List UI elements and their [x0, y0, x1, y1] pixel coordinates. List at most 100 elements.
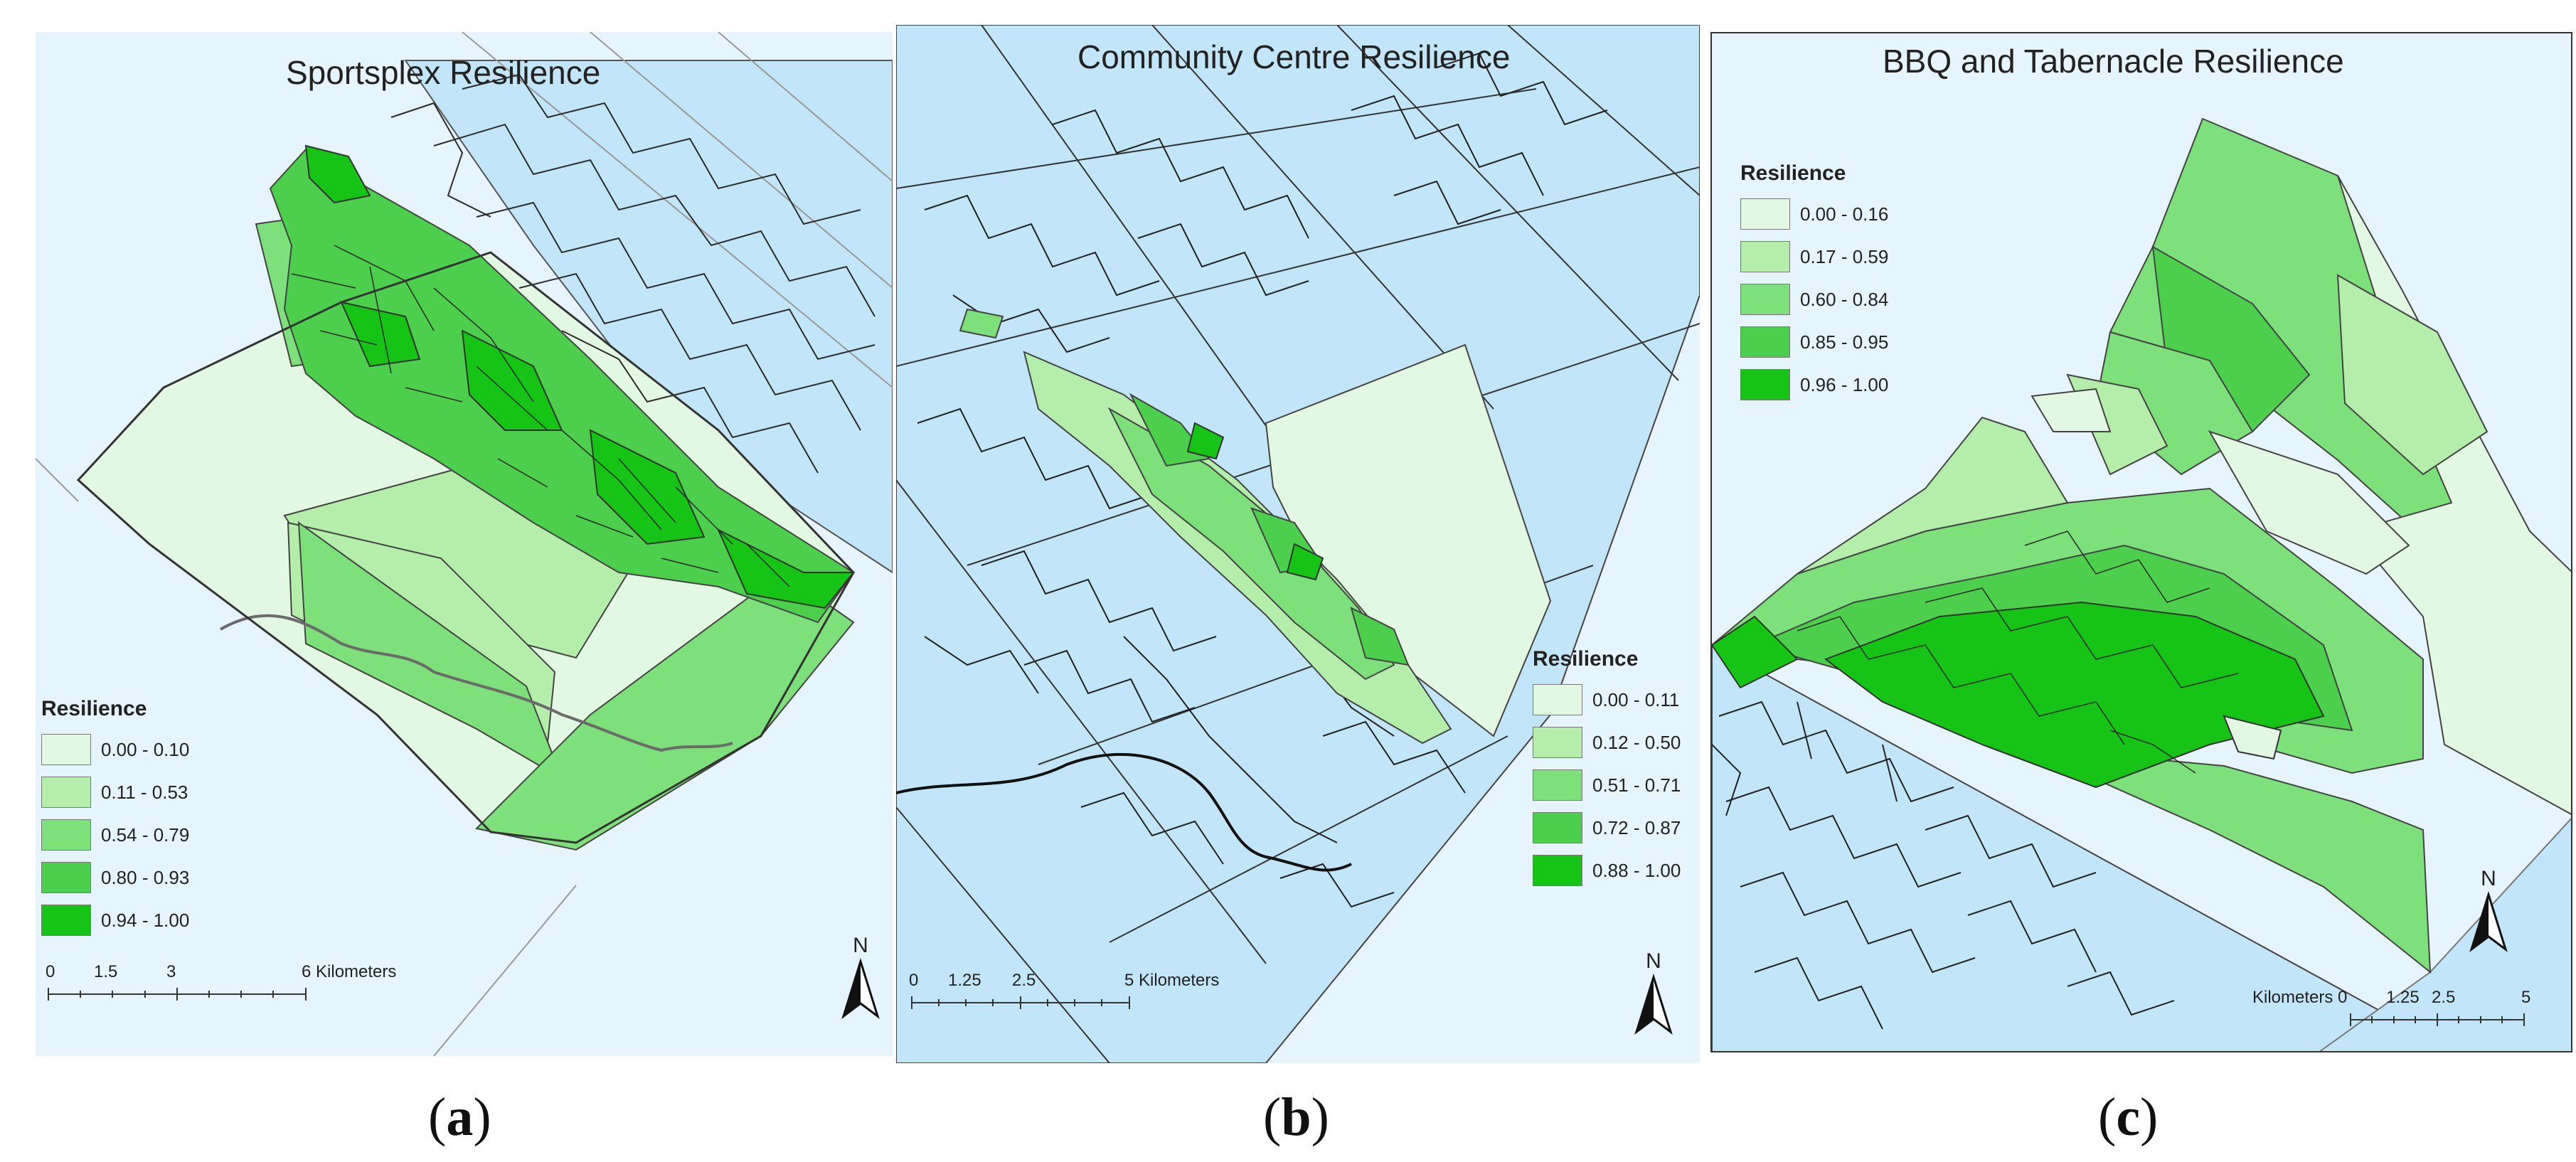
map-title: Community Centre Resilience	[1077, 38, 1511, 75]
legend: Resilience 0.00 - 0.11 0.12 - 0.50 0.51 …	[1533, 647, 1681, 892]
north-arrow: N	[2467, 867, 2510, 959]
municipality-area	[2319, 817, 2571, 1051]
map-b-canvas	[896, 25, 1700, 1063]
region-outline	[76, 251, 855, 844]
legend-item: 0.17 - 0.59	[1740, 235, 1888, 278]
region-area	[1186, 422, 1225, 460]
scale-label: 2.5	[1012, 971, 1036, 990]
street-network	[1712, 700, 2175, 1030]
region-area	[474, 571, 855, 851]
caption-letter: c	[2116, 1087, 2141, 1147]
municipal-boundary	[718, 32, 893, 182]
scale-ruler	[2350, 1013, 2525, 1026]
scale-label: 1.5	[94, 962, 118, 981]
river-line	[896, 752, 1352, 872]
legend: Resilience 0.00 - 0.16 0.17 - 0.59 0.60 …	[1740, 161, 1888, 406]
scale-label: 0	[909, 971, 919, 990]
legend-swatch	[41, 734, 91, 765]
region-area	[304, 144, 371, 204]
legend-swatch	[41, 777, 91, 808]
legend-label: 0.60 - 0.84	[1800, 288, 1889, 310]
region-area	[1265, 343, 1552, 737]
north-label: N	[2481, 867, 2496, 890]
region-area	[1286, 543, 1324, 581]
municipal-boundary	[590, 32, 893, 289]
legend-swatch	[1533, 769, 1582, 801]
region-area	[2031, 388, 2112, 432]
region-area	[340, 301, 421, 368]
legend-label: 0.88 - 1.00	[1592, 859, 1681, 881]
legend-item: 0.80 - 0.93	[41, 856, 189, 899]
legend-label: 0.17 - 0.59	[1800, 245, 1889, 267]
legend-swatch	[1740, 326, 1790, 358]
map-title: BBQ and Tabernacle Resilience	[1883, 43, 2344, 80]
region-area	[1996, 744, 2432, 974]
legend-item: 0.00 - 0.16	[1740, 193, 1888, 235]
legend-item: 0.85 - 0.95	[1740, 321, 1888, 363]
legend-title: Resilience	[1740, 161, 1846, 185]
scale-bar: 0 1.5 3 6 Kilometers	[46, 962, 396, 1008]
street-network	[390, 73, 875, 474]
scale-bar: Kilometers 0 1.25 2.5 5	[2252, 988, 2571, 1034]
legend-item: 0.00 - 0.11	[1533, 678, 1681, 721]
municipal-boundary	[433, 885, 577, 1056]
legend-label: 0.12 - 0.50	[1592, 731, 1681, 753]
legend-item: 0.12 - 0.50	[1533, 721, 1681, 764]
legend-swatch	[1533, 812, 1582, 843]
scale-labels: Kilometers 0 1.25 2.5 5	[2252, 988, 2571, 1009]
legend-item: 0.96 - 1.00	[1740, 363, 1888, 406]
legend-label: 0.51 - 0.71	[1592, 774, 1681, 796]
scale-label: 6 Kilometers	[302, 962, 397, 981]
legend-label: 0.85 - 0.95	[1800, 331, 1889, 353]
legend-label: 0.11 - 0.53	[101, 781, 188, 803]
legend-label: 0.80 - 0.93	[101, 866, 190, 888]
legend-item: 0.51 - 0.71	[1533, 764, 1681, 806]
region-area	[269, 148, 855, 624]
municipal-boundary	[462, 32, 893, 388]
region-area	[1107, 407, 1395, 681]
scale-labels: 0 1.5 3 6 Kilometers	[46, 962, 396, 984]
caption-letter: a	[446, 1087, 474, 1147]
legend-item: 0.11 - 0.53	[41, 771, 189, 814]
region-area	[461, 329, 563, 431]
panel-caption-c: (c)	[2098, 1087, 2159, 1147]
legend-title: Resilience	[1533, 647, 1639, 671]
panel-caption-b: (b)	[1263, 1087, 1329, 1147]
scale-labels: 0 1.25 2.5 5 Kilometers	[909, 971, 1222, 992]
scale-label: 0	[46, 962, 55, 981]
legend-label: 0.00 - 0.10	[101, 738, 190, 760]
scale-label: 1.25	[948, 971, 981, 990]
map-c-canvas	[1712, 117, 2571, 1051]
scale-label: 1.25	[2386, 988, 2420, 1007]
legend-label: 0.00 - 0.11	[1592, 688, 1680, 710]
region-area	[2336, 274, 2489, 476]
legend-swatch	[41, 862, 91, 893]
legend-swatch	[1533, 727, 1582, 758]
panel-caption-a: (a)	[428, 1087, 491, 1147]
legend-swatch	[1533, 684, 1582, 715]
legend-label: 0.54 - 0.79	[101, 823, 190, 846]
legend-item: 0.54 - 0.79	[41, 814, 189, 856]
legend-label: 0.00 - 0.16	[1800, 203, 1889, 225]
scale-label: Kilometers 0	[2252, 988, 2348, 1007]
legend-item: 0.88 - 1.00	[1533, 849, 1681, 892]
legend-item: 0.94 - 1.00	[41, 899, 189, 942]
legend-label: 0.94 - 1.00	[101, 909, 190, 931]
scale-label: 5 Kilometers	[1124, 971, 1220, 990]
region-area	[1824, 601, 2325, 789]
scale-label: 2.5	[2432, 988, 2456, 1007]
scale-label: 5	[2521, 988, 2531, 1007]
caption-letter: b	[1281, 1087, 1311, 1147]
scale-label: 3	[166, 962, 176, 981]
map-panel-c: BBQ and Tabernacle Resilience Resilience…	[1710, 32, 2572, 1052]
legend-item: 0.60 - 0.84	[1740, 278, 1888, 321]
municipality-area	[1712, 644, 2455, 1051]
north-arrow-icon	[1634, 973, 1673, 1035]
region-area	[1797, 416, 2069, 575]
north-arrow-icon	[2469, 890, 2508, 952]
legend-swatch	[1533, 855, 1582, 886]
legend-label: 0.72 - 0.87	[1592, 816, 1681, 838]
legend-swatch	[1740, 284, 1790, 315]
legend-swatch	[41, 819, 91, 851]
region-area	[2208, 430, 2410, 575]
